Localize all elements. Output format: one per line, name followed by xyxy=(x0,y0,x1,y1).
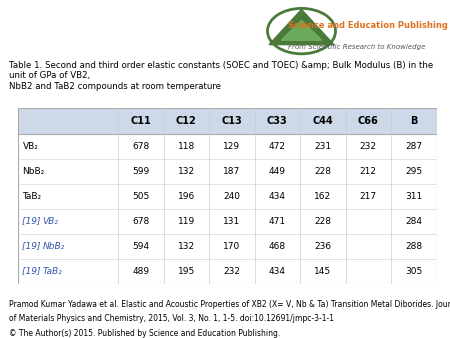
Text: B: B xyxy=(410,116,418,126)
Text: C44: C44 xyxy=(312,116,333,126)
Text: 231: 231 xyxy=(314,142,331,150)
Text: 505: 505 xyxy=(132,192,149,200)
Text: NbB₂: NbB₂ xyxy=(22,167,45,175)
Text: 228: 228 xyxy=(314,167,331,175)
Text: From Scientific Research to Knowledge: From Scientific Research to Knowledge xyxy=(288,44,425,50)
Polygon shape xyxy=(269,9,334,45)
Text: Science and Education Publishing: Science and Education Publishing xyxy=(288,21,447,30)
Text: 434: 434 xyxy=(269,267,286,275)
Text: 305: 305 xyxy=(405,267,423,275)
Text: 599: 599 xyxy=(132,167,149,175)
Text: 145: 145 xyxy=(314,267,331,275)
Text: TaB₂: TaB₂ xyxy=(22,192,41,200)
Text: 187: 187 xyxy=(223,167,240,175)
Text: NbB₂: NbB₂ xyxy=(43,242,65,250)
Text: C11: C11 xyxy=(130,116,151,126)
Text: 311: 311 xyxy=(405,192,423,200)
Text: 132: 132 xyxy=(178,242,195,250)
Text: 288: 288 xyxy=(405,242,422,250)
Text: 471: 471 xyxy=(269,217,286,225)
Text: 162: 162 xyxy=(314,192,331,200)
Text: VB₂: VB₂ xyxy=(43,217,58,225)
Polygon shape xyxy=(281,20,322,40)
Text: 232: 232 xyxy=(223,267,240,275)
Text: 472: 472 xyxy=(269,142,286,150)
Text: 196: 196 xyxy=(178,192,195,200)
Text: 434: 434 xyxy=(269,192,286,200)
Text: VB₂: VB₂ xyxy=(22,142,38,150)
FancyBboxPatch shape xyxy=(18,108,436,134)
Text: C12: C12 xyxy=(176,116,197,126)
Text: 295: 295 xyxy=(405,167,422,175)
Text: 236: 236 xyxy=(314,242,331,250)
Text: C13: C13 xyxy=(221,116,242,126)
Text: 119: 119 xyxy=(178,217,195,225)
Text: 240: 240 xyxy=(223,192,240,200)
Text: 131: 131 xyxy=(223,217,240,225)
Text: [19]: [19] xyxy=(22,217,44,225)
Text: 232: 232 xyxy=(360,142,377,150)
Text: Table 1. Second and third order elastic constants (SOEC and TOEC) &amp; Bulk Mod: Table 1. Second and third order elastic … xyxy=(9,61,433,91)
Text: 217: 217 xyxy=(360,192,377,200)
Text: 129: 129 xyxy=(223,142,240,150)
Text: 195: 195 xyxy=(178,267,195,275)
Text: [19]: [19] xyxy=(22,267,44,275)
Text: 170: 170 xyxy=(223,242,240,250)
Text: C66: C66 xyxy=(358,116,378,126)
Text: 489: 489 xyxy=(132,267,149,275)
Text: [19]: [19] xyxy=(22,242,44,250)
Text: 118: 118 xyxy=(178,142,195,150)
Text: 468: 468 xyxy=(269,242,286,250)
Text: 678: 678 xyxy=(132,217,149,225)
Text: 287: 287 xyxy=(405,142,422,150)
Text: of Materials Physics and Chemistry, 2015, Vol. 3, No. 1, 1-5. doi:10.12691/jmpc-: of Materials Physics and Chemistry, 2015… xyxy=(9,314,334,323)
Text: 449: 449 xyxy=(269,167,286,175)
Text: 228: 228 xyxy=(314,217,331,225)
Text: 132: 132 xyxy=(178,167,195,175)
Text: TaB₂: TaB₂ xyxy=(43,267,63,275)
Text: 284: 284 xyxy=(405,217,422,225)
Text: C33: C33 xyxy=(267,116,288,126)
Text: © The Author(s) 2015. Published by Science and Education Publishing.: © The Author(s) 2015. Published by Scien… xyxy=(9,329,280,338)
Text: Pramod Kumar Yadawa et al. Elastic and Acoustic Properties of XB2 (X= V, Nb & Ta: Pramod Kumar Yadawa et al. Elastic and A… xyxy=(9,300,450,309)
Text: 212: 212 xyxy=(360,167,377,175)
Text: 594: 594 xyxy=(132,242,149,250)
Text: 678: 678 xyxy=(132,142,149,150)
